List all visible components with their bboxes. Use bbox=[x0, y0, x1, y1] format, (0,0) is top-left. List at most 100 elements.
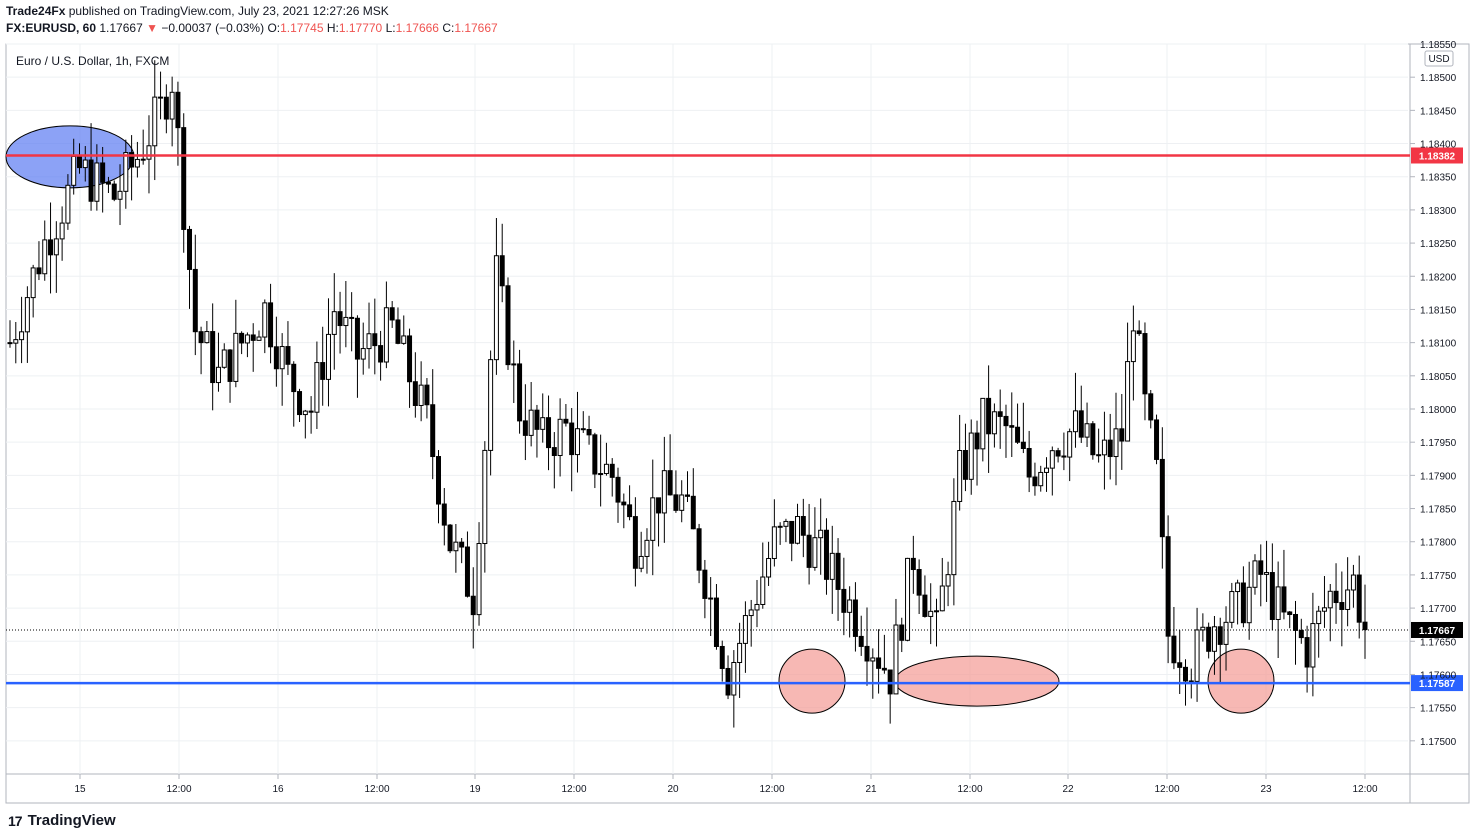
candle-body bbox=[1316, 610, 1322, 625]
candle-body bbox=[1356, 574, 1362, 623]
candle bbox=[123, 139, 129, 209]
candle-body bbox=[111, 183, 117, 200]
candle-body bbox=[291, 363, 297, 393]
support-highlight-ellipse bbox=[894, 655, 1060, 707]
candle-body bbox=[146, 145, 152, 160]
candle bbox=[7, 320, 13, 348]
candle bbox=[1356, 555, 1362, 639]
candle bbox=[939, 557, 945, 612]
support-level-label-box bbox=[1411, 675, 1463, 692]
candle bbox=[1246, 561, 1252, 640]
time-tick-label: 12:00 bbox=[759, 784, 784, 795]
candle bbox=[13, 321, 19, 364]
candle bbox=[436, 450, 442, 524]
candle bbox=[551, 432, 557, 489]
price-tick-label: 1.18450 bbox=[1420, 106, 1457, 117]
candle bbox=[986, 365, 992, 473]
time-tick-label: 15 bbox=[74, 784, 86, 795]
candle-body bbox=[1148, 393, 1154, 421]
candle bbox=[198, 326, 204, 375]
candle bbox=[1223, 606, 1229, 671]
candle bbox=[407, 328, 413, 408]
candle bbox=[818, 498, 824, 575]
time-tick-label: 12:00 bbox=[561, 784, 586, 795]
candle bbox=[169, 76, 175, 147]
candle-body bbox=[1235, 582, 1241, 593]
candle bbox=[742, 601, 748, 673]
candle-body bbox=[401, 335, 407, 344]
candle bbox=[19, 296, 25, 364]
candle bbox=[974, 420, 980, 486]
time-axis[interactable]: 15 12:00 16 12:00 19 12:00 20 12:00 21 12:00 22 12:… bbox=[74, 774, 1378, 795]
candle bbox=[957, 414, 963, 511]
candle bbox=[574, 391, 580, 473]
candle bbox=[1345, 557, 1351, 627]
candle-body bbox=[841, 588, 847, 613]
candle-body bbox=[1223, 621, 1229, 645]
candle-body bbox=[957, 450, 963, 502]
candle-body bbox=[285, 346, 291, 365]
candle bbox=[349, 292, 355, 352]
candle bbox=[42, 220, 48, 281]
candle-body bbox=[297, 391, 303, 416]
candle-body bbox=[407, 335, 413, 383]
price-axis[interactable]: 1.17500 1.17550 1.17600 1.17650 1.17700 1.177… bbox=[1410, 40, 1457, 748]
candle bbox=[887, 669, 893, 724]
candle-body bbox=[1038, 471, 1044, 487]
candle bbox=[696, 523, 702, 584]
candle bbox=[117, 164, 123, 226]
candle-body bbox=[441, 503, 447, 526]
candle-body bbox=[771, 526, 777, 560]
candle-body bbox=[436, 456, 442, 505]
candle bbox=[1130, 305, 1136, 401]
candle bbox=[430, 369, 436, 480]
open-value: 1.17745 bbox=[280, 21, 324, 35]
price-tick-label: 1.17800 bbox=[1420, 538, 1457, 549]
candle bbox=[505, 277, 511, 370]
candle bbox=[418, 361, 424, 422]
candle bbox=[1026, 430, 1032, 493]
candle bbox=[441, 488, 447, 546]
candle-body bbox=[65, 184, 71, 224]
candle-body bbox=[1130, 330, 1136, 363]
candle-body bbox=[71, 155, 77, 186]
candle bbox=[1107, 413, 1113, 480]
candle bbox=[881, 634, 887, 674]
candle bbox=[540, 393, 546, 443]
candle bbox=[656, 497, 662, 547]
candle-body bbox=[708, 597, 714, 600]
candle-body bbox=[158, 96, 164, 99]
candle bbox=[1350, 564, 1356, 608]
candle-body bbox=[858, 635, 864, 647]
candle-body bbox=[383, 307, 389, 363]
tradingview-logo[interactable]: 17 TradingView bbox=[8, 812, 116, 829]
candle-body bbox=[453, 541, 459, 552]
candle bbox=[192, 234, 198, 356]
candle bbox=[511, 340, 517, 404]
candle-body bbox=[910, 557, 916, 571]
candle-body bbox=[482, 449, 488, 545]
price-tick-label: 1.18550 bbox=[1420, 40, 1457, 51]
candle-body bbox=[233, 332, 239, 382]
candle-body bbox=[916, 569, 922, 596]
candle-body bbox=[239, 332, 245, 344]
price-tick-label: 1.17750 bbox=[1420, 571, 1457, 582]
candle-body bbox=[30, 267, 36, 299]
candle bbox=[256, 330, 262, 341]
price-levels[interactable]: 1.18382 1.17587 1.17667 bbox=[6, 147, 1463, 692]
candle-body bbox=[123, 152, 129, 192]
candle bbox=[916, 559, 922, 615]
candle-body bbox=[621, 501, 627, 506]
publisher-name[interactable]: Trade24Fx bbox=[6, 4, 66, 18]
candle-body bbox=[354, 317, 360, 360]
candle bbox=[679, 480, 685, 523]
candle bbox=[239, 331, 245, 355]
candle-body bbox=[48, 239, 54, 256]
candle bbox=[928, 583, 934, 645]
candle bbox=[760, 542, 766, 609]
candle bbox=[661, 436, 667, 543]
candle bbox=[1269, 543, 1275, 631]
candle bbox=[1281, 549, 1287, 620]
candle bbox=[233, 299, 239, 388]
